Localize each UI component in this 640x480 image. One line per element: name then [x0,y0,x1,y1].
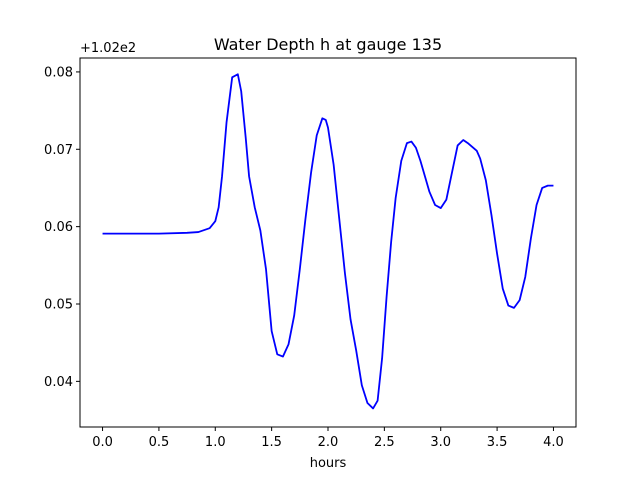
x-axis-label: hours [310,456,347,471]
x-tick-label: 0.0 [92,435,113,450]
chart-title: Water Depth h at gauge 135 [214,35,442,54]
x-tick-label: 3.5 [487,435,508,450]
y-offset-label: +1.02e2 [80,41,136,56]
x-tick-label: 1.5 [261,435,282,450]
x-tick-label: 0.5 [149,435,170,450]
x-tick-label: 4.0 [543,435,564,450]
x-axis: 0.0 0.5 1.0 1.5 2.0 2.5 3.0 3.5 4.0 [92,427,564,450]
x-tick-label: 1.0 [205,435,226,450]
y-tick-label: 0.04 [44,375,73,390]
x-tick-label: 3.0 [430,435,451,450]
y-tick-label: 0.08 [44,65,73,80]
y-tick-label: 0.07 [44,143,73,158]
y-axis: 0.04 0.05 0.06 0.07 0.08 [44,65,80,390]
x-tick-label: 2.0 [318,435,339,450]
y-tick-label: 0.06 [44,220,73,235]
y-tick-label: 0.05 [44,298,73,313]
x-tick-label: 2.5 [374,435,395,450]
series-line-0 [102,73,554,410]
